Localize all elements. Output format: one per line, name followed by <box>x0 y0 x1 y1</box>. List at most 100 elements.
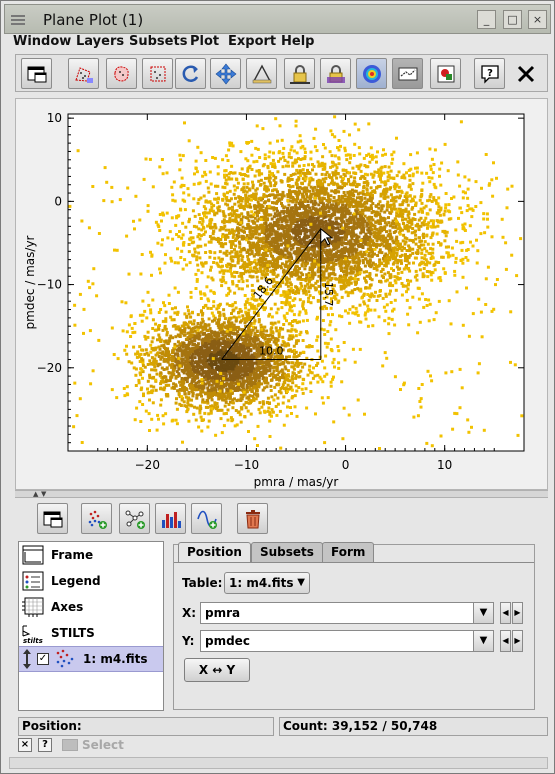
tab-position[interactable]: Position <box>178 542 251 563</box>
title-bar[interactable]: Plane Plot (1) _ □ × <box>4 4 551 34</box>
table-value: 1: m4.fits <box>229 576 294 590</box>
scatter-layer-icon <box>56 649 74 668</box>
help-icon[interactable]: ? <box>38 738 52 752</box>
context-help-icon: ? <box>480 64 499 84</box>
menu-plot[interactable]: Plot <box>190 34 220 49</box>
minimize-button[interactable]: _ <box>477 10 496 29</box>
menu-layers[interactable]: Layers <box>76 34 125 49</box>
sketch-button[interactable] <box>392 58 423 89</box>
add-function-layer-icon <box>196 510 217 529</box>
close-window-button[interactable]: × <box>528 10 547 29</box>
measure-dx-label: 10.0 <box>259 344 284 357</box>
heat-colour-button[interactable] <box>356 58 387 89</box>
y-next-button[interactable]: ▶ <box>512 630 523 652</box>
lock-aspect-icon <box>289 64 310 84</box>
add-position-layer-button[interactable] <box>81 503 112 534</box>
export-image-icon <box>437 65 454 82</box>
add-pair-layer-button[interactable] <box>119 503 150 534</box>
add-histogram-layer-button[interactable] <box>155 503 186 534</box>
x-value: pmra <box>205 606 241 620</box>
menu-export[interactable]: Export <box>228 34 277 49</box>
float-window-button[interactable] <box>37 503 68 534</box>
blob-subset-icon <box>113 65 129 82</box>
menu-help[interactable]: Help <box>281 34 315 49</box>
y-tick-label: 10 <box>47 111 62 125</box>
layer-item-axes[interactable]: Axes <box>19 594 163 620</box>
y-prev-button[interactable]: ◀ <box>500 630 511 652</box>
menu-subsets[interactable]: Subsets <box>129 34 188 49</box>
y-field[interactable]: pmdec ▼ <box>200 630 494 652</box>
add-pair-layer-icon <box>125 510 145 529</box>
toolbar: ? <box>15 54 548 92</box>
layer-label: 1: m4.fits <box>83 652 148 666</box>
collapse-down-icon[interactable]: ▼ <box>41 490 47 498</box>
window-title: Plane Plot (1) <box>43 11 144 29</box>
x-tick-label: 10 <box>437 458 452 472</box>
footer-bar <box>9 757 548 769</box>
navigate-icon <box>215 63 236 84</box>
layer-item-stilts[interactable]: stilts STILTS <box>19 620 163 646</box>
tab-subsets[interactable]: Subsets <box>251 542 323 562</box>
window-icon <box>27 66 46 82</box>
x-label: X: <box>182 606 197 620</box>
layer-list: Frame Legend Axes stilts STILTS ✓ 1: m4.… <box>18 541 164 711</box>
measure-button[interactable] <box>246 58 277 89</box>
blob-subset-button[interactable] <box>106 58 137 89</box>
chevron-down-icon[interactable]: ▼ <box>473 603 493 623</box>
select-icon <box>62 739 78 751</box>
maximize-button[interactable]: □ <box>503 10 522 29</box>
draw-subset-button[interactable] <box>68 58 99 89</box>
scatter-plot[interactable]: −20 −10 0 10 10 0 −10 −20 pmra / mas/yr pmdec / m… <box>16 99 547 489</box>
lock-axes-icon <box>326 64 345 83</box>
close-icon[interactable]: × <box>18 738 32 752</box>
layer-label: STILTS <box>51 626 95 640</box>
layer-item-frame[interactable]: Frame <box>19 542 163 568</box>
window-button[interactable] <box>21 58 52 89</box>
add-function-layer-button[interactable] <box>191 503 222 534</box>
layer-label: Frame <box>51 548 94 562</box>
navigate-button[interactable] <box>210 58 241 89</box>
tab-form[interactable]: Form <box>322 542 375 562</box>
x-tick-label: 0 <box>342 458 350 472</box>
menu-window[interactable]: Window <box>13 34 72 49</box>
x-prev-button[interactable]: ◀ <box>500 602 511 624</box>
table-selector[interactable]: 1: m4.fits ▼ <box>224 572 310 594</box>
axes-icon <box>22 597 44 617</box>
split-pane-divider[interactable]: ▲ ▼ <box>15 490 548 498</box>
lock-axes-button[interactable] <box>320 58 351 89</box>
float-window-icon <box>43 511 62 527</box>
measure-distance-line <box>221 228 322 360</box>
add-histogram-layer-icon <box>161 511 181 528</box>
remove-layer-button[interactable] <box>237 503 268 534</box>
measure-icon <box>252 64 271 83</box>
window-menu-icon[interactable] <box>11 15 25 25</box>
control-toolbar <box>15 501 548 537</box>
y-value: pmdec <box>205 634 250 648</box>
lock-aspect-button[interactable] <box>284 58 315 89</box>
svg-text:?: ? <box>487 68 493 79</box>
swap-xy-button[interactable]: X ↔ Y <box>184 658 250 682</box>
rescale-icon <box>182 64 198 82</box>
algebraic-subset-button[interactable] <box>142 58 173 89</box>
layer-label: Axes <box>51 600 84 614</box>
layer-visible-checkbox[interactable]: ✓ <box>37 653 49 665</box>
layer-item-legend[interactable]: Legend <box>19 568 163 594</box>
y-tick-label: −20 <box>37 361 62 375</box>
chevron-down-icon[interactable]: ▼ <box>473 631 493 651</box>
count-status: Count: 39,152 / 50,748 <box>279 717 548 736</box>
x-field[interactable]: pmra ▼ <box>200 602 494 624</box>
context-help-button[interactable]: ? <box>474 58 505 89</box>
chevron-down-icon: ▼ <box>297 577 305 588</box>
drag-handle-icon[interactable] <box>22 648 32 670</box>
layer-item-m4-fits[interactable]: ✓ 1: m4.fits <box>19 646 163 672</box>
y-tick-label: 0 <box>54 194 62 208</box>
plot-area[interactable]: −20 −10 0 10 10 0 −10 −20 pmra / mas/yr pmdec / m… <box>15 98 548 490</box>
x-next-button[interactable]: ▶ <box>512 602 523 624</box>
collapse-up-icon[interactable]: ▲ <box>33 490 39 498</box>
close-button[interactable] <box>510 58 541 89</box>
y-tick-label: −10 <box>37 278 62 292</box>
stilts-icon: stilts <box>22 625 43 644</box>
export-image-button[interactable] <box>430 58 461 89</box>
remove-layer-icon <box>245 509 260 528</box>
rescale-button[interactable] <box>175 58 206 89</box>
